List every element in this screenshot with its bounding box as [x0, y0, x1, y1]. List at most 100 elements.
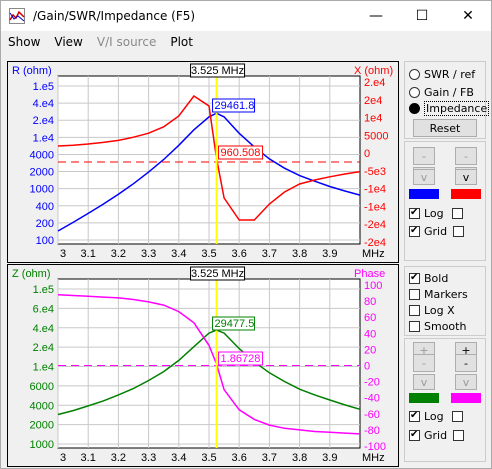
left-tick-label: 1.e5 — [33, 81, 54, 93]
left-tick-label: 1.e5 — [33, 284, 54, 296]
cursor-freq-label: 3.525 MHz — [190, 266, 246, 281]
x-tick-label: 3.5 — [201, 248, 216, 260]
smooth-check[interactable]: Smooth — [409, 320, 466, 333]
close-button[interactable]: ✕ — [445, 1, 491, 31]
maximize-icon: ☐ — [415, 8, 429, 24]
bold-box[interactable] — [409, 273, 420, 284]
left-tick-label: 4000 — [30, 400, 54, 412]
radio-swr-dot[interactable] — [409, 69, 420, 80]
left-value-label: 29461.8 — [215, 100, 255, 112]
radio-gain[interactable]: Gain / FB — [409, 86, 474, 99]
radio-swr[interactable]: SWR / ref — [409, 68, 475, 81]
logx-box[interactable] — [409, 305, 420, 316]
window-title: /Gain/SWR/Impedance (F5) — [33, 9, 196, 23]
markers-box[interactable] — [409, 289, 420, 300]
logx-check[interactable]: Log X — [409, 304, 455, 317]
bot-log-check[interactable]: Log — [409, 410, 467, 423]
bot-right-v-button[interactable]: v — [455, 374, 477, 390]
top-right-v-button[interactable]: v — [455, 169, 477, 185]
right-tick-label: 100 — [364, 280, 382, 292]
right-tick-label: -40 — [364, 393, 380, 405]
right-tick-label: -2e4 — [364, 219, 386, 231]
bot-grid-right-box[interactable] — [453, 430, 465, 441]
top-log-right-box[interactable] — [451, 208, 463, 219]
right-tick-label: 2e4 — [364, 95, 382, 107]
right-value-box — [218, 145, 264, 160]
menu-plot[interactable]: Plot — [170, 35, 193, 49]
top-grid-right-box[interactable] — [453, 226, 465, 237]
right-axis-title: Phase — [354, 268, 385, 280]
bot-left-v-button[interactable]: v — [413, 374, 435, 390]
x-color-swatch[interactable] — [451, 189, 481, 199]
x-tick-label: 3 — [60, 452, 66, 464]
top-left-up-button[interactable]: - — [413, 147, 435, 165]
radio-impedance[interactable]: Impedance — [409, 101, 490, 116]
x-tick-label: 3.4 — [171, 248, 186, 260]
top-plot-panel[interactable]: 3 3.1 3.2 3.3 3.4 3.5 3.6 3.7 3.8 3.9 MHz 1.e5 4.e4 2… — [7, 61, 399, 263]
logx-label: Log X — [424, 304, 455, 317]
x-tick-label: 3.3 — [141, 248, 156, 260]
markers-check[interactable]: Markers — [409, 288, 468, 301]
bot-grid-check[interactable]: Grid — [409, 429, 468, 442]
bot-left-up-button[interactable]: - — [413, 354, 435, 372]
bold-check[interactable]: Bold — [409, 272, 448, 285]
bot-right-up-button[interactable]: - — [455, 354, 477, 372]
left-value-box — [212, 316, 256, 331]
top-grid-box[interactable] — [409, 226, 420, 237]
maximize-button[interactable]: ☐ — [399, 1, 445, 31]
left-tick-label: 4.e4 — [33, 98, 54, 110]
bot-log-box[interactable] — [409, 411, 420, 422]
x-tick-label: 3.6 — [232, 248, 247, 260]
smooth-box[interactable] — [409, 321, 420, 332]
minimize-button[interactable]: — — [353, 1, 399, 31]
top-grid-check[interactable]: Grid — [409, 225, 468, 238]
right-tick-label: 20 — [364, 344, 376, 356]
chevron-down-icon: v — [420, 170, 428, 184]
right-tick-label: 40 — [364, 328, 376, 340]
right-tick-label: -100 — [364, 441, 386, 453]
left-axis-title: R (ohm) — [12, 65, 52, 77]
left-tick-label: 1000 — [30, 439, 54, 451]
left-tick-label: 100 — [36, 235, 54, 247]
bottom-plot-panel[interactable]: 3 3.1 3.2 3.3 3.4 3.5 3.6 3.7 3.8 3.9 MHz 1.e5 6.e4 4… — [7, 264, 399, 467]
top-log-check[interactable]: Log — [409, 207, 467, 220]
r-color-swatch[interactable] — [409, 189, 439, 199]
bottom-chart[interactable]: 3 3.1 3.2 3.3 3.4 3.5 3.6 3.7 3.8 3.9 MHz 1.e5 6.e4 4… — [8, 265, 398, 466]
top-log-box[interactable] — [409, 208, 420, 219]
bot-grid-box[interactable] — [409, 430, 420, 441]
title-bar: /Gain/SWR/Impedance (F5) — ☐ ✕ — [1, 1, 491, 31]
x-tick-label: 3 — [60, 248, 66, 260]
top-left-v-button[interactable]: v — [413, 169, 435, 185]
z-color-swatch[interactable] — [409, 393, 439, 403]
x-tick-label: 3.7 — [262, 248, 277, 260]
right-tick-label: 80 — [364, 296, 376, 308]
top-right-up-button[interactable]: - — [455, 147, 477, 165]
right-value-box — [218, 351, 264, 366]
cursor-freq-label: 3.525 MHz — [190, 63, 246, 78]
markers-label: Markers — [424, 288, 468, 301]
radio-gain-dot[interactable] — [409, 87, 420, 98]
reset-button[interactable]: Reset — [413, 119, 477, 137]
x-tick-label: 3.1 — [81, 452, 96, 464]
left-tick-label: 6000 — [30, 381, 54, 393]
options-group — [404, 266, 486, 336]
top-chart[interactable]: 3 3.1 3.2 3.3 3.4 3.5 3.6 3.7 3.8 3.9 MHz 1.e5 4.e4 2… — [8, 62, 398, 262]
right-tick-label: -80 — [364, 425, 380, 437]
left-tick-label: 400 — [36, 201, 54, 213]
left-tick-label: 2.e4 — [33, 115, 54, 127]
menu-view[interactable]: View — [54, 35, 83, 49]
series-line-left — [57, 329, 361, 416]
left-tick-label: 1000 — [30, 184, 54, 196]
bot-log-right-box[interactable] — [451, 411, 463, 422]
menu-show[interactable]: Show — [8, 35, 41, 49]
radio-impedance-dot[interactable] — [409, 103, 420, 114]
series-line-left — [57, 112, 361, 232]
x-tick-label: 3.9 — [322, 248, 337, 260]
menu-vi-source[interactable]: V/I source — [96, 35, 157, 49]
minus-icon: - — [422, 356, 426, 370]
phase-color-swatch[interactable] — [451, 393, 481, 403]
right-tick-label: 0 — [364, 361, 370, 373]
chevron-down-icon: v — [420, 375, 428, 389]
minus-icon: - — [464, 356, 468, 370]
